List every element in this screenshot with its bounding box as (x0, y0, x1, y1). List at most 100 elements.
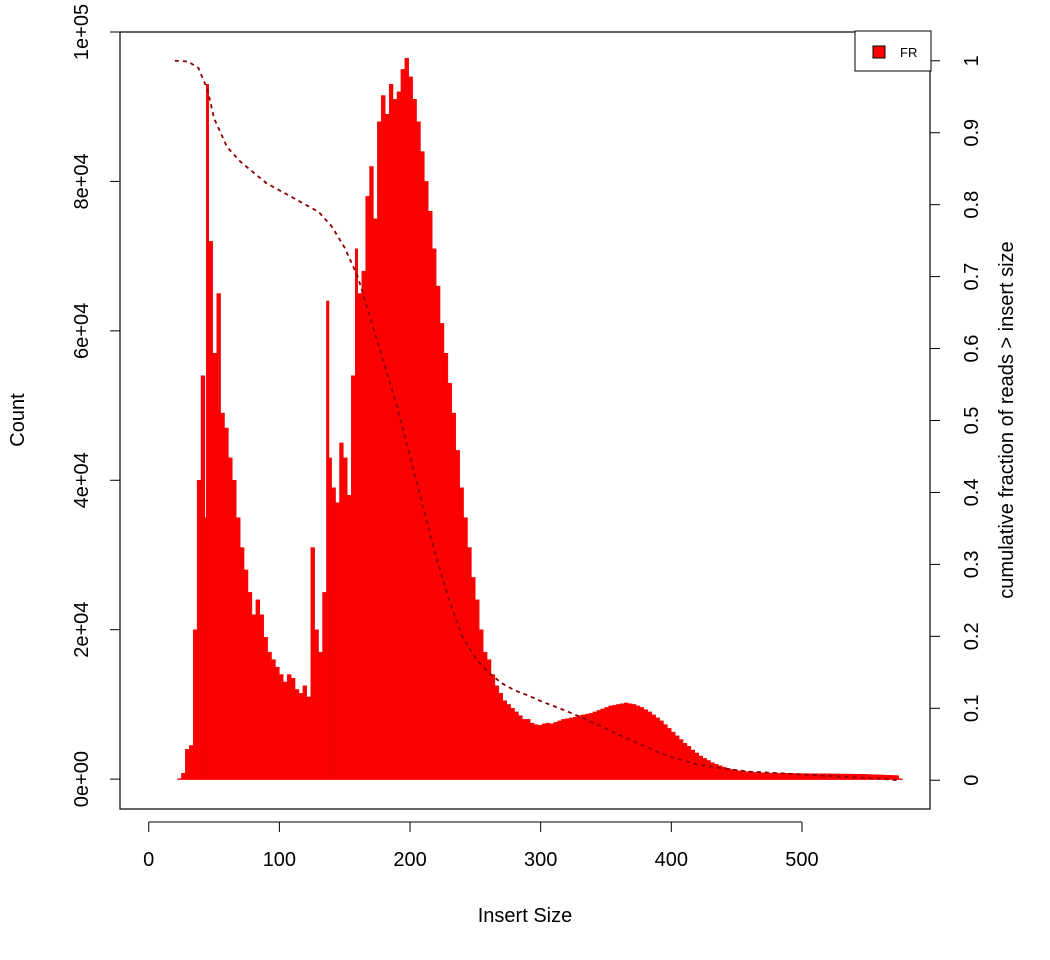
histogram-bar (232, 480, 237, 780)
y2-tick-label: 0.5 (961, 407, 983, 435)
histogram-bar (271, 659, 276, 780)
histogram-bar (302, 685, 308, 780)
histogram-bar (506, 704, 511, 780)
histogram-bar (400, 69, 406, 780)
histogram-bar (361, 270, 366, 780)
histogram-bar (294, 689, 300, 780)
histogram-bar (486, 659, 492, 780)
y2-tick-label: 0.6 (961, 335, 983, 363)
histogram-bar (823, 773, 829, 780)
histogram-bar (655, 717, 660, 780)
histogram-bar (698, 755, 703, 780)
histogram-bar (200, 375, 206, 780)
histogram-bar (776, 772, 782, 780)
legend-label-fr: FR (900, 45, 917, 60)
histogram-bar (267, 651, 272, 780)
histogram-bar (580, 714, 586, 780)
histogram-bar (565, 718, 570, 780)
histogram-bar (396, 91, 402, 780)
histogram-bar (181, 772, 186, 780)
y2-tick-label: 1 (961, 55, 983, 66)
histogram-bar (784, 773, 790, 780)
histogram-bar (569, 717, 574, 780)
histogram-bar (416, 121, 421, 780)
histogram-bar (584, 713, 590, 780)
histogram-bar (404, 57, 409, 780)
histogram-bar (185, 749, 190, 780)
histogram-bar (639, 707, 645, 780)
histogram-bar (463, 517, 468, 780)
histogram-bar (351, 375, 356, 780)
histogram-bar (424, 181, 429, 780)
y2-axis-title: cumulative fraction of reads > insert si… (996, 241, 1018, 598)
histogram-bar (651, 714, 656, 780)
histogram-bar (306, 696, 311, 780)
histogram-bar (753, 772, 758, 780)
histogram-bar (189, 745, 194, 780)
histogram-bar (510, 707, 515, 780)
histogram-bar (287, 674, 292, 780)
histogram-bar (455, 450, 460, 780)
histogram-bar (808, 773, 813, 780)
histogram-bar (475, 599, 480, 780)
y2-tick-label: 0.3 (961, 550, 983, 578)
histogram-bar (239, 547, 245, 780)
histogram-bar (659, 720, 664, 780)
histogram-bar (761, 772, 766, 780)
x-tick-label: 400 (655, 849, 688, 871)
legend-box (854, 30, 932, 72)
histogram-bar (373, 218, 378, 780)
legend-swatch (872, 45, 886, 59)
histogram-bar (435, 285, 441, 780)
histogram-bar (479, 629, 484, 780)
histogram-bars (177, 57, 903, 780)
histogram-bar (514, 711, 519, 780)
y2-tick-label: 0.7 (961, 263, 983, 291)
histogram-bar (459, 487, 464, 780)
histogram-bar (381, 95, 386, 780)
histogram-bar (447, 382, 453, 780)
histogram-bar (471, 577, 476, 780)
histogram-bar (328, 457, 332, 780)
histogram-bar (220, 412, 225, 780)
histogram-bar (322, 592, 327, 780)
histogram-bar (408, 76, 413, 780)
histogram-bar (714, 763, 719, 780)
y2-tick-label: 0.9 (961, 119, 983, 147)
histogram-bar (577, 715, 582, 780)
x-tick-label: 500 (785, 849, 818, 871)
histogram-bar (620, 703, 625, 780)
y-axis: 0e+00 2e+04 4e+04 6e+04 8e+04 1e+05 (71, 4, 121, 807)
histogram-bar (792, 773, 797, 780)
histogram-bar (647, 711, 652, 780)
histogram-bar (255, 599, 260, 780)
histogram-bar (624, 702, 629, 780)
histogram-bar (331, 487, 336, 780)
histogram-bar (663, 724, 668, 780)
histogram-bar (616, 704, 621, 780)
histogram-bar (675, 735, 680, 780)
histogram-bar (335, 502, 340, 780)
histogram-bar (706, 760, 711, 780)
histogram-bar (765, 772, 770, 780)
y-tick-label: 6e+04 (71, 303, 93, 359)
histogram-bar (596, 710, 601, 780)
histogram-bar (314, 629, 319, 780)
histogram-bar (608, 705, 613, 780)
histogram-bar (757, 772, 762, 780)
histogram-bar (216, 293, 221, 780)
histogram-bar (643, 709, 649, 780)
histogram-bar (800, 773, 805, 780)
y-tick-label: 8e+04 (71, 153, 93, 209)
histogram-bar (769, 772, 774, 780)
histogram-bar (573, 716, 578, 780)
y-tick-label: 1e+05 (71, 4, 93, 60)
histogram-bar (439, 323, 445, 780)
histogram-bar (432, 248, 437, 780)
histogram-bar (494, 685, 500, 780)
histogram-bar (530, 722, 535, 780)
histogram-bar (729, 769, 735, 780)
x-tick-label: 100 (263, 849, 296, 871)
histogram-bar (612, 704, 617, 780)
